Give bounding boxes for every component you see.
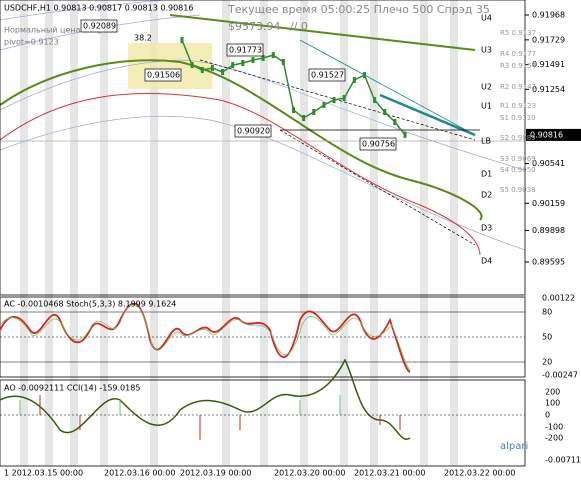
ao-axis-label: 100 <box>545 399 560 408</box>
ac-axis-label: 80 <box>542 308 552 317</box>
candle <box>332 97 336 104</box>
price-tag <box>359 137 397 151</box>
candle <box>261 54 265 61</box>
candle <box>210 64 214 71</box>
y-tick-label: 0.91254 <box>532 85 565 94</box>
level-label: D2 <box>481 191 492 200</box>
ao-histogram <box>19 395 401 440</box>
candle <box>221 69 225 76</box>
level-label: D1 <box>481 170 492 179</box>
pivot-label: S3 0.9069 <box>500 155 536 163</box>
candle <box>180 36 184 43</box>
ao-axis-label: -0.00711 <box>545 456 581 465</box>
candle <box>312 109 316 116</box>
ac-axis-label: 20 <box>542 358 552 367</box>
ao-axis-label: -200 <box>545 434 563 443</box>
level-label: U4 <box>481 14 492 23</box>
annotation: 0.91527 <box>311 71 344 80</box>
candle <box>322 102 326 109</box>
ac-label: AC -0.0010468 Stoch(5,3,3) 8.1999 9.1624 <box>4 300 176 309</box>
level-label: U3 <box>481 46 492 55</box>
pivot-label: R2 0.9143 <box>500 83 536 91</box>
candle <box>302 115 306 122</box>
candle <box>190 62 194 69</box>
price-tag <box>226 43 264 57</box>
pivot-label: S5 0.9038 <box>500 186 536 194</box>
date-label: 1 2012.03.15 00:00 <box>4 469 83 478</box>
candle <box>373 97 377 104</box>
date-label: 2012.03.22 00:00 <box>444 469 515 478</box>
pivot-label: R3 0.9154 <box>500 62 537 70</box>
candle <box>241 59 245 66</box>
pivot-label: S4 0.9050 <box>500 166 536 174</box>
pivot: pivot=0.9123 <box>4 38 59 47</box>
ao-axis-label: -100 <box>545 423 563 432</box>
candle <box>271 52 275 59</box>
indicator-lines <box>0 302 411 440</box>
annotation: 38.2 <box>134 34 152 43</box>
ao-axis-label: 200 <box>545 388 560 397</box>
y-tick-label: 0.91968 <box>532 10 565 19</box>
note: Нормальный цена вопроса <box>4 26 117 35</box>
candle <box>281 59 285 66</box>
level-label: U2 <box>481 83 492 92</box>
annotation: 0.92089 <box>83 22 116 31</box>
pivot-label: S1 0.9110 <box>500 114 536 122</box>
candle <box>251 57 255 64</box>
ac-axis-label: 0.00122 <box>542 294 575 303</box>
level-label: U1 <box>481 102 492 111</box>
ac-axis-label: 50 <box>542 333 552 342</box>
ac-levels <box>0 311 525 363</box>
ao-label: AO -0.0092111 CCI(14) -159.0185 <box>4 384 140 393</box>
candle <box>352 77 356 84</box>
price-box <box>526 128 581 141</box>
status: Текущее время 05:00:25 Плечо 500 Спрэд 3… <box>227 3 490 16</box>
y-tick-label: 0.90541 <box>532 159 565 168</box>
ac-axis-label: -0.00247 <box>542 371 578 380</box>
orders: // 0 <box>290 20 308 33</box>
y-tick-label: 0.89595 <box>532 258 565 267</box>
date-label: 2012.03.16 00:00 <box>104 469 175 478</box>
date-label: 2012.03.19 00:00 <box>180 469 251 478</box>
pivot-label: S2 0.9089 <box>500 134 536 142</box>
annotation: 0.90756 <box>362 140 395 149</box>
main-panel <box>0 0 526 296</box>
annotation: 0.91506 <box>147 71 180 80</box>
price-tag <box>234 124 272 138</box>
level-label: LB <box>481 137 491 146</box>
date-label: 2012.03.20 00:00 <box>274 469 345 478</box>
ao-panel <box>0 379 526 467</box>
candle <box>342 95 346 102</box>
y-tick-label: 0.90159 <box>532 199 565 208</box>
brand: alpari <box>500 441 528 452</box>
y-tick-label: 0.89898 <box>532 226 565 235</box>
candle <box>362 72 366 79</box>
price-tag <box>144 68 182 82</box>
level-label: D3 <box>481 224 492 233</box>
pivot-label: R5 0.9137 <box>500 29 536 37</box>
fib-zone <box>128 43 212 89</box>
candle <box>231 62 235 69</box>
title: USDCHF,H1 0.90813 0.90817 0.90813 0.9081… <box>4 4 193 13</box>
candle <box>292 107 295 114</box>
candle <box>403 131 407 138</box>
y-tick-label: 0.91729 <box>532 35 565 44</box>
date-label: 2012.03.21 00:00 <box>354 469 425 478</box>
candle <box>200 67 204 74</box>
price-label: 0.90816 <box>530 130 563 139</box>
balance: $9573.94 <box>228 20 281 33</box>
pivot-label: R1 0.9123 <box>500 102 536 110</box>
price-tag <box>80 19 118 33</box>
candle <box>393 118 397 125</box>
annotation: 0.91773 <box>229 46 262 55</box>
candle <box>383 109 387 116</box>
pivot-label: R4 0.9177 <box>500 50 536 58</box>
y-tick-label: 0.91491 <box>532 60 565 69</box>
level-label: D4 <box>481 257 492 266</box>
annotation: 0.90920 <box>237 127 270 136</box>
price-tag <box>308 68 346 82</box>
ao-axis-label: 0 <box>545 411 550 420</box>
